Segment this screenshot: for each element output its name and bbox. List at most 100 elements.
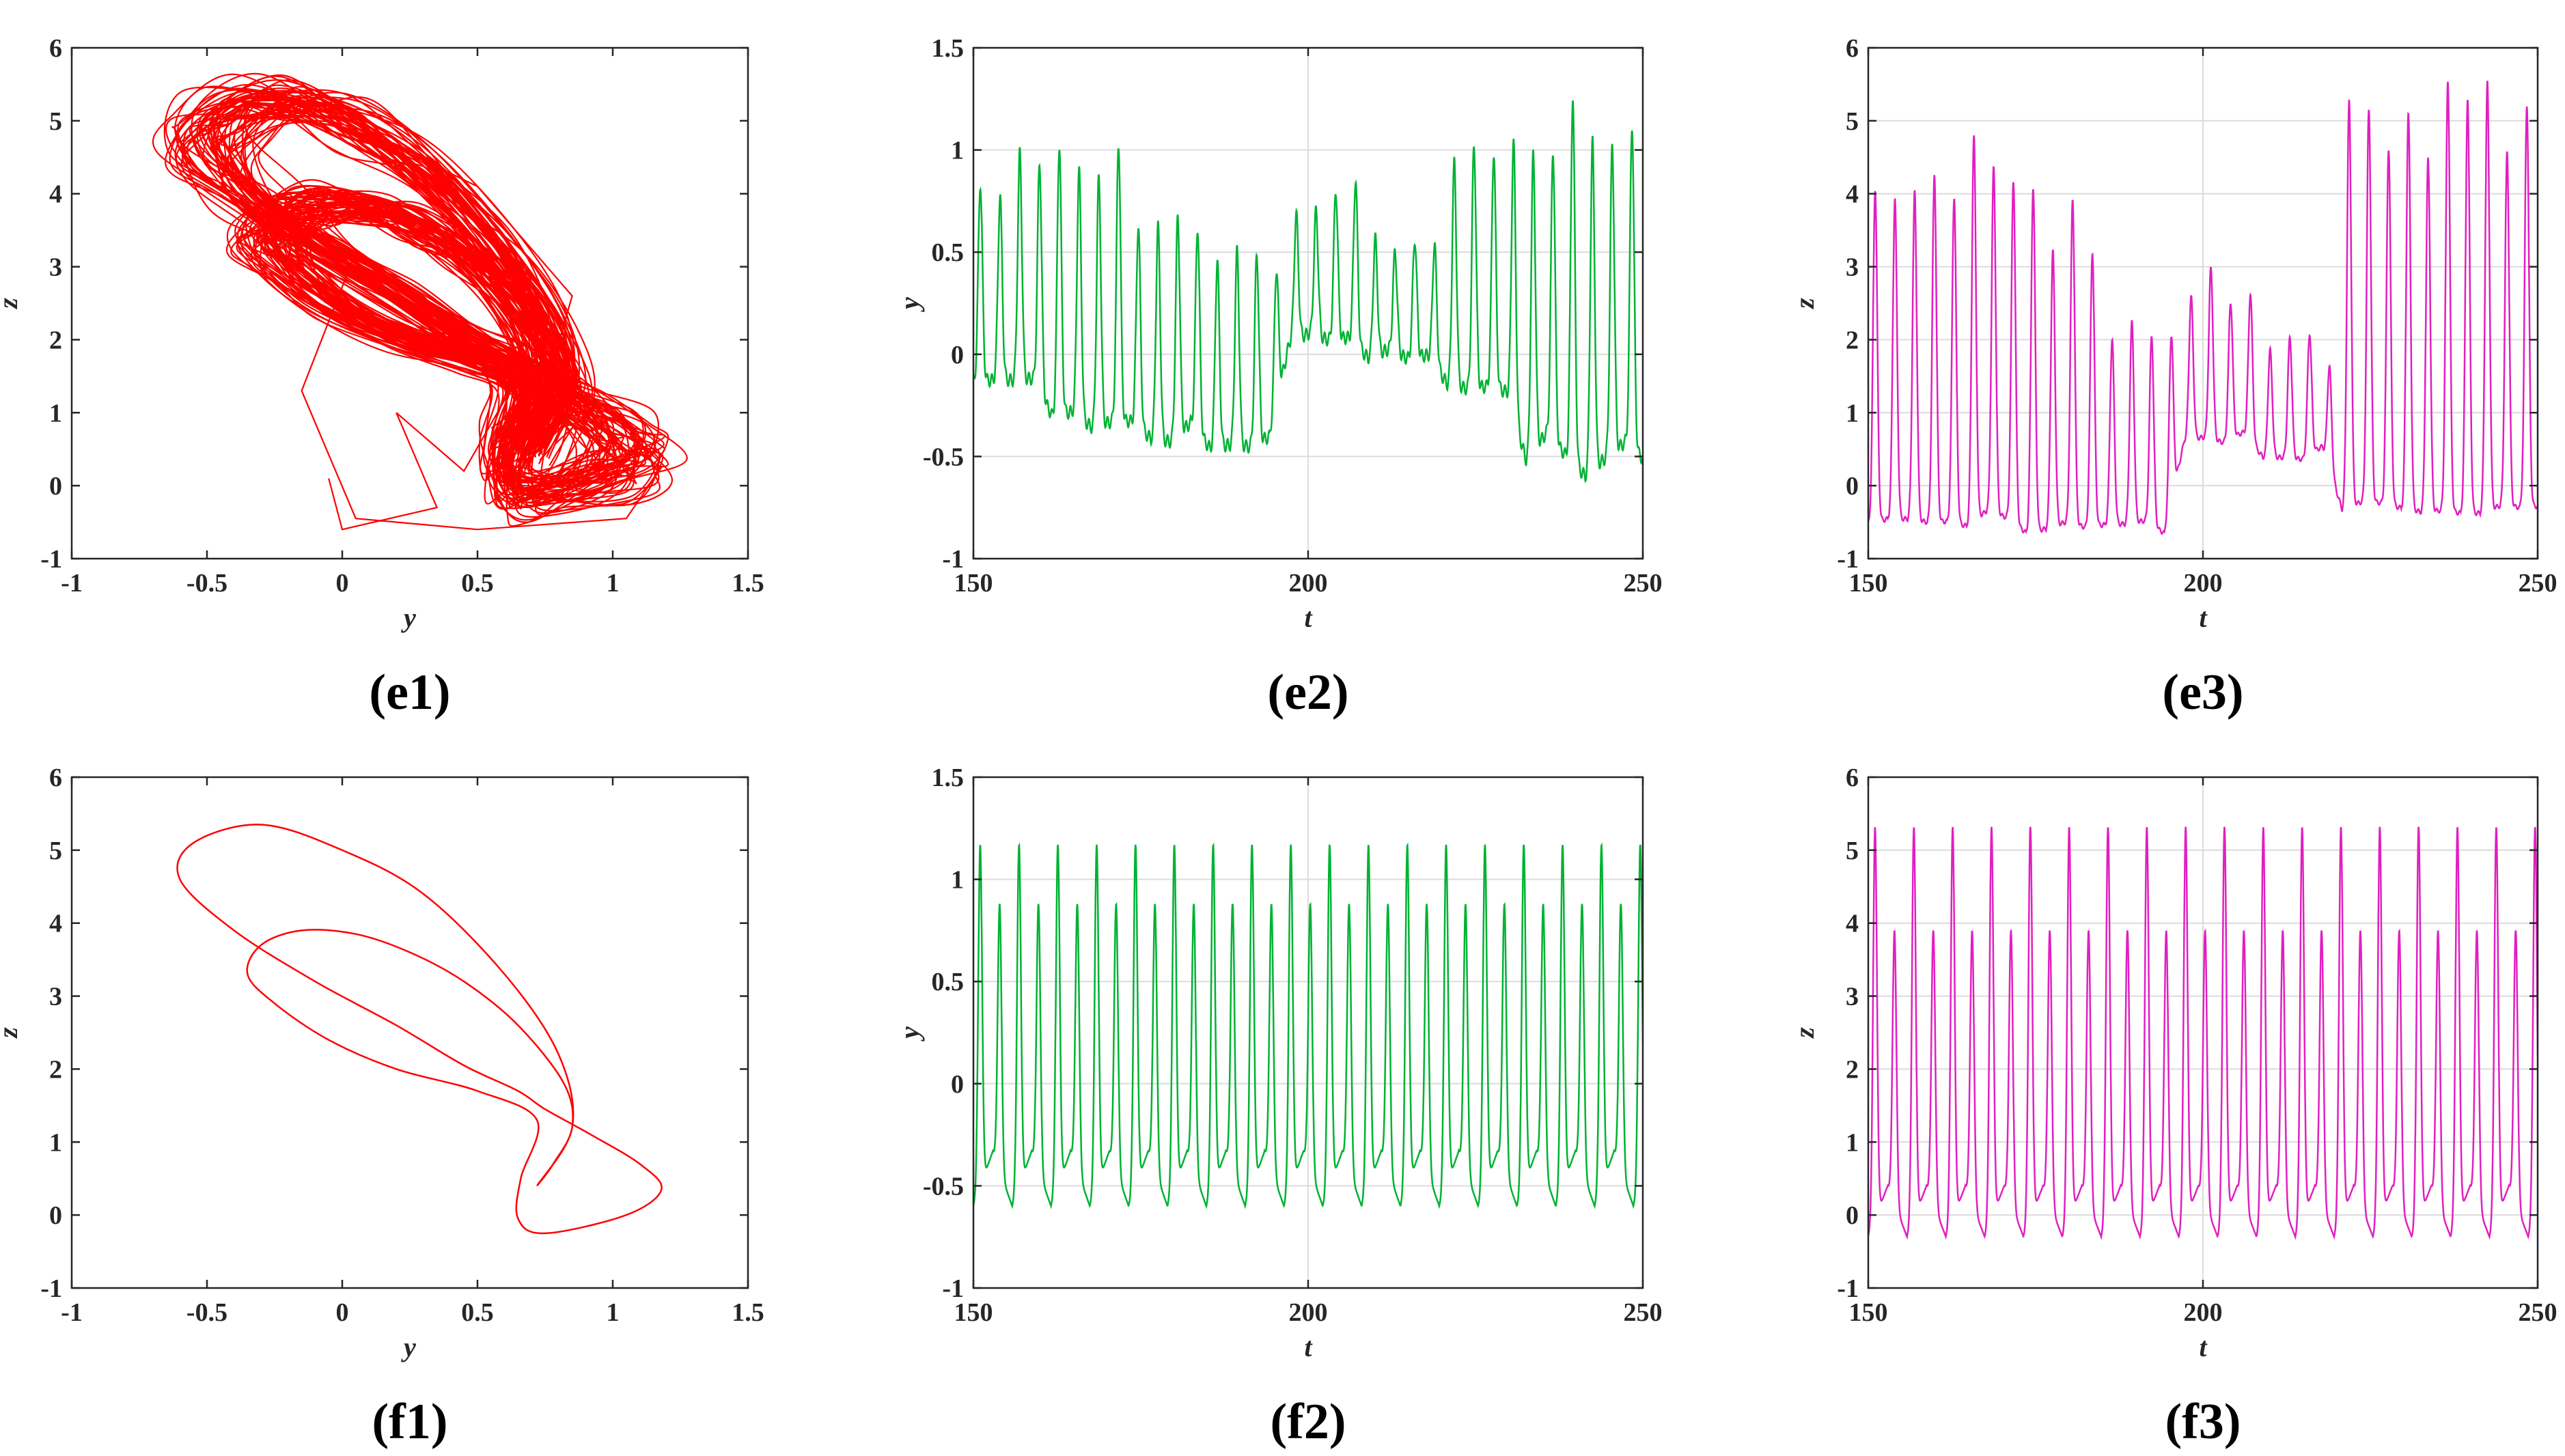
y-tick-label: 1.5 bbox=[932, 34, 965, 63]
x-axis-label: t bbox=[2199, 602, 2208, 633]
y-tick-label: 1 bbox=[1846, 399, 1859, 428]
x-tick-label: 1.5 bbox=[732, 1298, 764, 1327]
y-axis-label: z bbox=[0, 1027, 23, 1039]
data-line bbox=[973, 100, 1643, 484]
y-tick-label: 2 bbox=[1846, 326, 1859, 354]
x-tick-label: 150 bbox=[1849, 569, 1888, 598]
data-line bbox=[250, 98, 619, 514]
x-tick-label: -0.5 bbox=[186, 569, 227, 598]
y-tick-label: 0 bbox=[49, 472, 62, 501]
x-tick-label: 0 bbox=[336, 1298, 349, 1327]
y-tick-label: 3 bbox=[1846, 253, 1859, 282]
y-tick-label: 1 bbox=[1846, 1128, 1859, 1157]
data-line bbox=[175, 90, 660, 496]
data-line bbox=[182, 104, 643, 503]
y-axis-label: z bbox=[1789, 298, 1820, 310]
y-tick-label: -1 bbox=[1837, 545, 1859, 574]
data-line bbox=[241, 96, 612, 495]
x-tick-label: 200 bbox=[1289, 1298, 1328, 1327]
y-tick-label: 6 bbox=[1846, 764, 1859, 792]
y-tick-label: -1 bbox=[942, 1274, 964, 1303]
panel-f3: 150 200 250 -1 0 1 2 3 4 5 6 t z (f3) bbox=[1789, 764, 2557, 1450]
data-line bbox=[177, 97, 661, 509]
axes-frame bbox=[70, 776, 749, 1289]
y-tick-label: 1 bbox=[951, 137, 964, 165]
y-tick-label: 5 bbox=[1846, 837, 1859, 865]
y-tick-label: 5 bbox=[49, 107, 62, 136]
panel-caption: (f3) bbox=[2165, 1394, 2241, 1450]
x-tick-label: 250 bbox=[2519, 569, 2557, 598]
y-tick-label: 0.5 bbox=[932, 968, 965, 996]
y-tick-label: 0.5 bbox=[932, 238, 965, 267]
panel-e3: 150 200 250 -1 0 1 2 3 4 5 6 t z (e3) bbox=[1789, 34, 2557, 720]
x-tick-label: 200 bbox=[2184, 1298, 2223, 1327]
y-tick-label: 0 bbox=[1846, 472, 1859, 501]
x-tick-label: 250 bbox=[1624, 1298, 1663, 1327]
y-tick-label: -0.5 bbox=[923, 1172, 964, 1201]
y-tick-label: 4 bbox=[1846, 910, 1859, 938]
y-tick-label: 4 bbox=[49, 910, 62, 938]
series-f2 bbox=[973, 842, 1643, 1209]
y-tick-label: 1 bbox=[49, 1128, 62, 1157]
y-tick-label: 0 bbox=[951, 1070, 964, 1099]
x-tick-label: 200 bbox=[1289, 569, 1328, 598]
series-f3 bbox=[1868, 826, 2538, 1240]
y-tick-label: -1 bbox=[40, 545, 62, 574]
series-e3 bbox=[1868, 81, 2538, 535]
panel-caption: (e1) bbox=[369, 664, 450, 720]
series-e2 bbox=[973, 100, 1643, 484]
y-tick-label: 3 bbox=[49, 983, 62, 1011]
y-tick-label: 2 bbox=[49, 1055, 62, 1084]
y-tick-label: 5 bbox=[49, 837, 62, 865]
y-axis-label: z bbox=[1789, 1027, 1820, 1039]
x-axis-label: t bbox=[2199, 1332, 2208, 1362]
y-tick-label: -0.5 bbox=[923, 443, 964, 471]
y-axis-label: y bbox=[894, 297, 925, 312]
series-e1 bbox=[152, 72, 688, 531]
panel-f1: -1 -0.5 0 0.5 1 1.5 -1 0 1 2 3 4 5 6 y z (f1) bbox=[0, 764, 764, 1450]
data-line bbox=[1868, 826, 2538, 1240]
data-line bbox=[229, 92, 595, 503]
panel-caption: (e2) bbox=[1267, 664, 1348, 720]
series-f1 bbox=[176, 824, 663, 1235]
x-axis-label: t bbox=[1304, 602, 1313, 633]
x-tick-label: -1 bbox=[61, 569, 83, 598]
x-tick-label: -1 bbox=[61, 1298, 83, 1327]
y-tick-label: 0 bbox=[951, 341, 964, 369]
x-tick-label: 0 bbox=[336, 569, 349, 598]
panel-f2: 150 200 250 -1 -0.5 0 0.5 1 1.5 t y (f2) bbox=[894, 764, 1663, 1450]
x-tick-label: -0.5 bbox=[186, 1298, 227, 1327]
data-line bbox=[1868, 81, 2538, 535]
y-tick-label: 0 bbox=[49, 1201, 62, 1230]
panel-caption: (e3) bbox=[2162, 664, 2243, 720]
data-line bbox=[258, 96, 601, 486]
x-tick-label: 250 bbox=[1624, 569, 1663, 598]
y-tick-label: 0 bbox=[1846, 1201, 1859, 1230]
y-tick-label: -1 bbox=[942, 545, 964, 574]
panel-caption: (f1) bbox=[372, 1394, 448, 1450]
x-tick-label: 150 bbox=[1849, 1298, 1888, 1327]
y-tick-label: 4 bbox=[49, 180, 62, 209]
y-tick-label: 2 bbox=[49, 326, 62, 354]
y-tick-label: 3 bbox=[49, 253, 62, 282]
x-tick-label: 250 bbox=[2519, 1298, 2557, 1327]
y-tick-label: 1.5 bbox=[932, 764, 965, 792]
y-tick-label: 1 bbox=[951, 866, 964, 895]
data-line bbox=[176, 824, 663, 1235]
y-tick-label: 1 bbox=[49, 399, 62, 428]
data-line bbox=[179, 98, 663, 531]
panel-caption: (f2) bbox=[1271, 1394, 1346, 1450]
y-tick-label: 6 bbox=[49, 34, 62, 63]
data-line bbox=[210, 117, 637, 501]
x-tick-label: 1 bbox=[607, 569, 620, 598]
x-tick-label: 0.5 bbox=[461, 1298, 494, 1327]
data-line bbox=[189, 89, 639, 492]
y-tick-label: 5 bbox=[1846, 107, 1859, 136]
x-tick-label: 0.5 bbox=[461, 569, 494, 598]
x-tick-label: 1 bbox=[607, 1298, 620, 1327]
x-tick-label: 200 bbox=[2184, 569, 2223, 598]
y-tick-label: 3 bbox=[1846, 983, 1859, 1011]
data-line bbox=[214, 108, 589, 488]
x-tick-label: 1.5 bbox=[732, 569, 764, 598]
